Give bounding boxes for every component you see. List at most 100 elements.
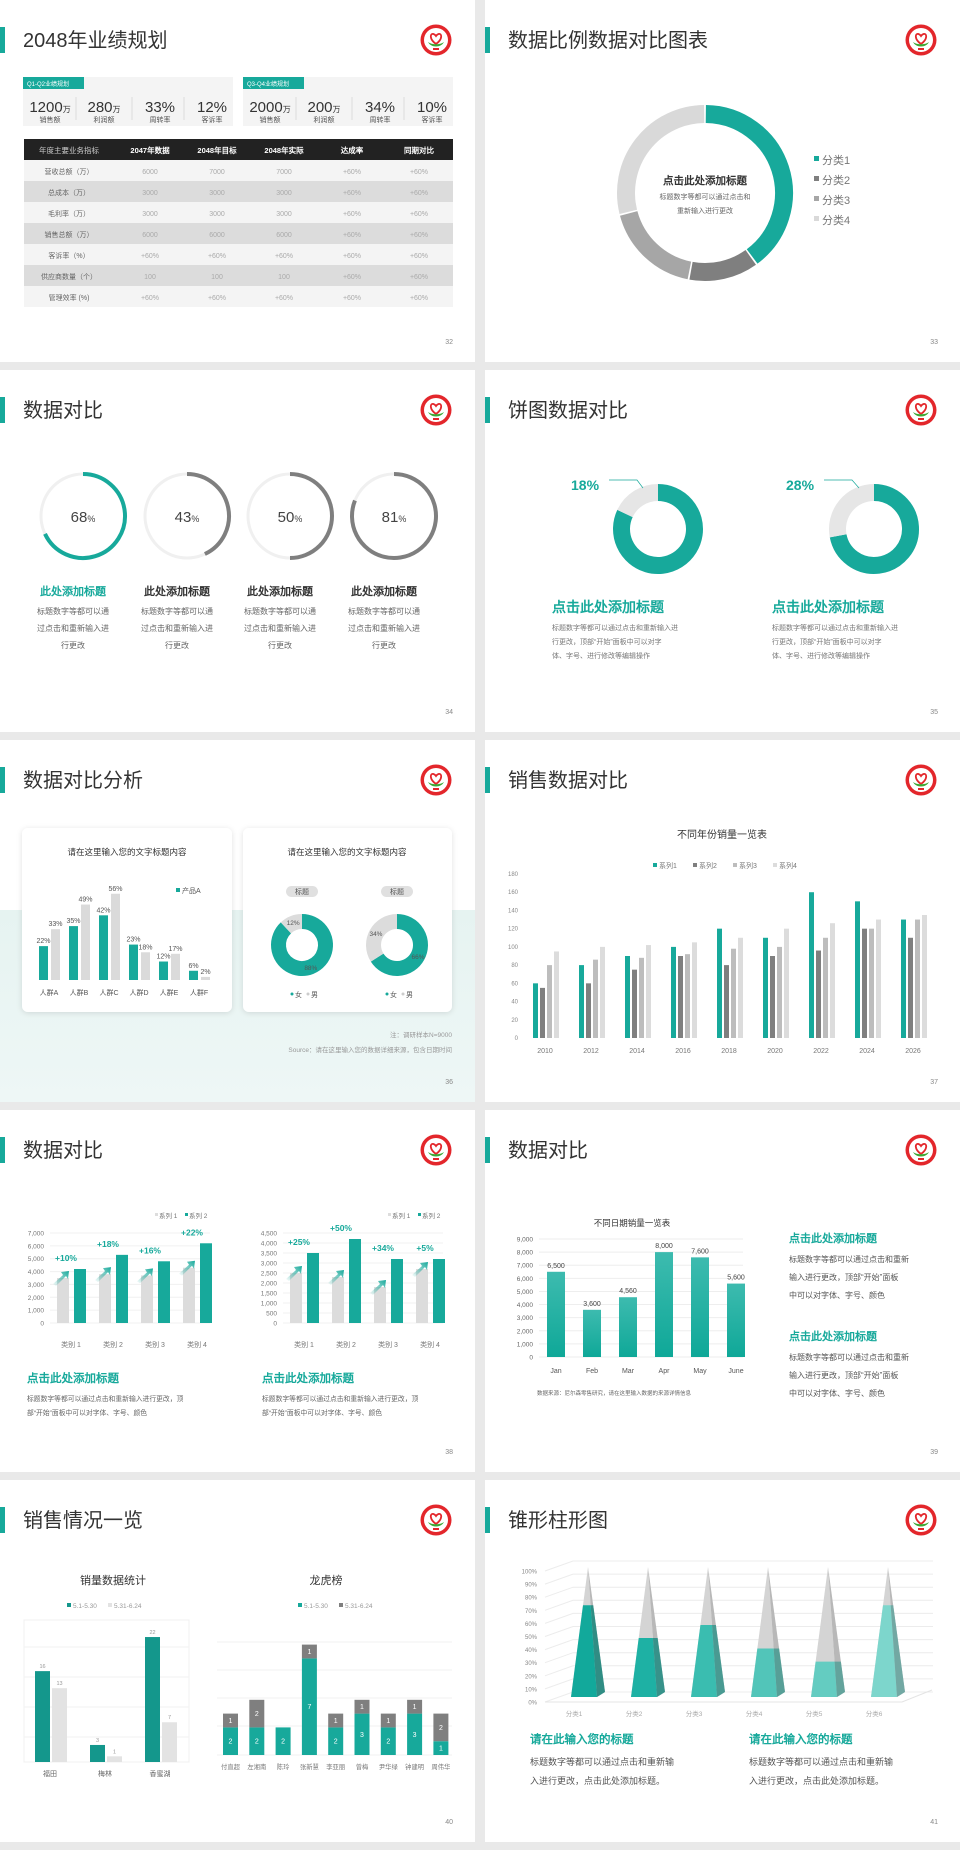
- x-tick-label: Mar: [622, 1368, 635, 1375]
- bar: [876, 919, 881, 1038]
- bar: [145, 1637, 160, 1762]
- table-cell: +60%: [410, 274, 428, 281]
- x-tick-label: 尹华绿: [379, 1762, 399, 1771]
- table-cell: +60%: [343, 190, 361, 197]
- x-tick-label: 周伟华: [431, 1762, 450, 1771]
- block-title: 请在此输入您的标题: [530, 1732, 634, 1746]
- bar: [141, 952, 150, 980]
- bar: [223, 1713, 238, 1728]
- item-title: 此处添加标题: [351, 584, 418, 598]
- bar: [183, 1267, 195, 1323]
- slide-canvas: 0% 10% 20% 30% 40% 50% 60% 70% 80% 90% 100% 分类1 分类2 分…: [522, 1560, 933, 1786]
- slide-title: 销售情况一览: [23, 1510, 143, 1532]
- ring-value: 50%: [278, 509, 303, 526]
- data-label: 56%: [108, 886, 122, 893]
- y-tick-label: 1,000: [261, 1301, 278, 1308]
- y-tick-label: 9,000: [517, 1237, 534, 1244]
- growth-arrow-icon: [137, 1268, 153, 1284]
- item-desc: 标题数字等都可以通: [37, 606, 109, 616]
- table-header-cell: 2048年实际: [264, 145, 304, 155]
- kpi-tag-label: Q1-Q2业绩规划: [27, 80, 69, 88]
- data-label: 3: [96, 1738, 99, 1744]
- logo-graphic: [420, 1504, 452, 1536]
- item-title: 点击此处添加标题: [772, 599, 885, 615]
- y-tick-label: 4,000: [517, 1302, 534, 1309]
- x-tick-label: 类别 4: [420, 1340, 440, 1349]
- data-label: 88%: [304, 965, 317, 972]
- data-label: 4,560: [619, 1288, 637, 1295]
- table-row: [24, 202, 453, 223]
- data-label: 2: [281, 1739, 285, 1746]
- item-desc: 行更改: [165, 640, 189, 650]
- kpi-label: 周转率: [150, 115, 171, 124]
- data-label: 5,600: [727, 1275, 745, 1282]
- block-desc: 标题数字等都可以通过点击和重新: [789, 1352, 909, 1362]
- x-tick-label: 分类6: [866, 1709, 883, 1718]
- bar: [830, 923, 835, 1038]
- x-tick-label: 2014: [629, 1048, 645, 1055]
- x-tick-label: 李亚丽: [326, 1762, 345, 1771]
- table-cell: 供应商数量（个）: [41, 272, 97, 281]
- legend-swatch: [814, 196, 819, 201]
- y-tick-label: 4,000: [28, 1269, 45, 1276]
- bar: [301, 1644, 317, 1659]
- gridline: [544, 1678, 933, 1690]
- table-cell: 6000: [142, 232, 158, 239]
- growth-arrow-icon: [53, 1271, 69, 1286]
- table-row: [24, 160, 453, 181]
- bar: [823, 937, 828, 1038]
- item-desc: 行更改: [372, 640, 396, 650]
- y-tick-label: 0%: [528, 1701, 537, 1707]
- legend-label: 系列2: [699, 861, 717, 870]
- data-label: 49%: [78, 897, 92, 904]
- bar: [380, 1727, 396, 1755]
- bar: [416, 1269, 428, 1323]
- x-tick-label: 福田: [43, 1769, 57, 1778]
- table-cell: 3000: [276, 190, 292, 197]
- bar: [171, 953, 180, 980]
- legend-swatch: [401, 992, 405, 996]
- kpi-unit: 万: [113, 105, 121, 114]
- chart-title: 不同日期销量一览表: [594, 1218, 671, 1228]
- bar: [39, 946, 48, 980]
- y-tick-label: 160: [508, 890, 519, 896]
- pyramid-shade: [590, 1605, 605, 1697]
- data-label: 2: [334, 1739, 338, 1746]
- legend-swatch: [185, 1213, 188, 1216]
- x-tick-label: 2010: [537, 1048, 553, 1055]
- block-title: 点击此处添加标题: [789, 1231, 878, 1245]
- table-cell: 7000: [276, 169, 292, 176]
- kpi-value: 33%: [145, 99, 175, 116]
- growth-label: +5%: [416, 1243, 434, 1253]
- bar: [69, 926, 78, 980]
- y-tick-label: 100%: [522, 1570, 538, 1576]
- bar: [433, 1259, 445, 1323]
- bar: [809, 892, 814, 1038]
- leader-line: [609, 479, 644, 489]
- pill: [381, 886, 413, 897]
- gridline: [544, 1612, 933, 1624]
- y-tick-label: 140: [508, 908, 519, 914]
- legend-label: 男: [311, 991, 318, 999]
- logo-icon: [905, 764, 937, 796]
- legend-swatch: [67, 1603, 71, 1607]
- legend-swatch: [298, 1603, 302, 1607]
- kpi-tag: [243, 77, 304, 89]
- x-tick-label: 类别 1: [61, 1340, 81, 1349]
- bar: [407, 1713, 423, 1755]
- y-tick-label: 2,000: [261, 1281, 278, 1288]
- y-tick-label: 2,000: [28, 1295, 45, 1302]
- bar: [290, 1273, 302, 1323]
- y-tick-label: 3,000: [28, 1282, 45, 1289]
- x-tick-label: Apr: [659, 1368, 671, 1375]
- legend-label: 系列4: [779, 861, 797, 870]
- slide-40: 销售情况一览 40 销量数据统计 龙虎榜 5.1-5.30 5.31-6.24 5.1-5.…: [0, 1480, 475, 1842]
- kpi-label: 周转率: [370, 115, 391, 124]
- block-title: 点击此处添加标题: [27, 1371, 119, 1385]
- table-row: [24, 244, 453, 265]
- item-desc: 过点击和重新输入进: [141, 623, 213, 633]
- progress-ring: [43, 472, 127, 560]
- y-tick-label: 80: [511, 963, 518, 969]
- data-label: 23%: [126, 937, 140, 944]
